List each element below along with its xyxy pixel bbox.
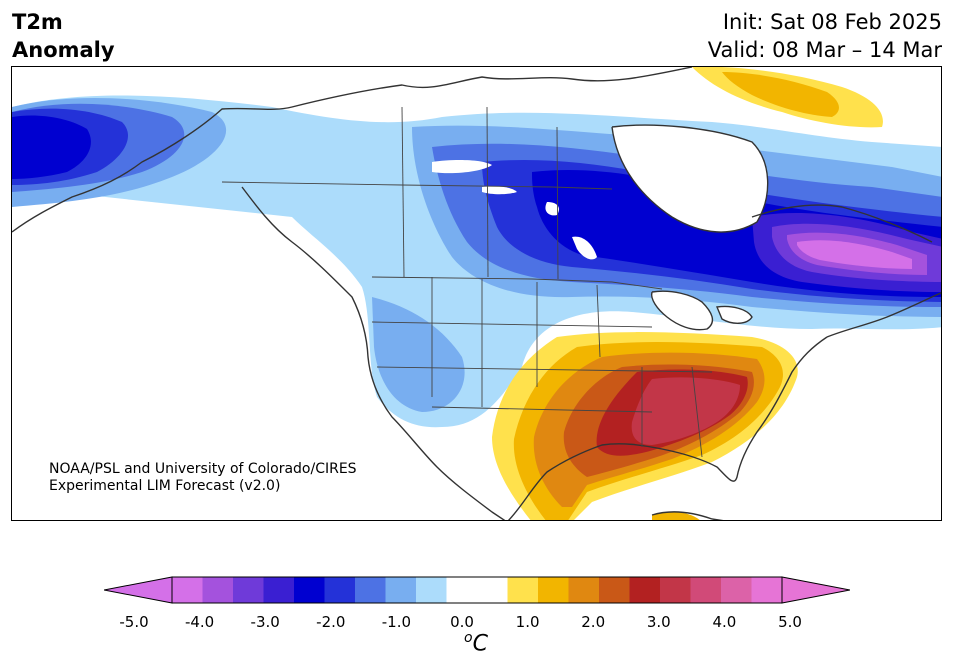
title-line-2: Anomaly xyxy=(12,38,115,62)
border xyxy=(431,406,653,413)
colorbar-segment xyxy=(324,577,356,603)
colorbar-segment xyxy=(355,577,386,603)
colorbar-segment xyxy=(538,577,569,603)
anomaly-map xyxy=(11,66,942,521)
lake-shape xyxy=(545,202,559,216)
credit-text: NOAA/PSL and University of Colorado/CIRE… xyxy=(49,461,357,495)
credit-line-2: Experimental LIM Forecast (v2.0) xyxy=(49,478,281,494)
title-line-1: T2m xyxy=(12,10,63,34)
colorbar-segment xyxy=(477,577,508,603)
anomaly-region-cuba-gold xyxy=(652,511,700,520)
border xyxy=(371,321,653,328)
valid-date: Valid: 08 Mar – 14 Mar xyxy=(707,38,942,62)
anomaly-region-navy xyxy=(12,115,91,179)
coastline xyxy=(507,336,828,520)
colorbar-segment xyxy=(446,577,478,603)
warm-anomaly-fills xyxy=(492,67,883,520)
colorbar-segment xyxy=(507,577,539,603)
coastline xyxy=(826,292,941,338)
colorbar-segment xyxy=(629,577,661,603)
colorbar-segment xyxy=(263,577,295,603)
colorbar-tick-label: -1.0 xyxy=(381,613,412,631)
colorbar-tick-label: -2.0 xyxy=(316,613,346,631)
colorbar-outline xyxy=(171,576,783,604)
hudson-bay xyxy=(612,125,768,233)
coastline xyxy=(716,305,753,324)
anomaly-region-gold-north xyxy=(722,72,839,117)
colorbar-tick-label: -3.0 xyxy=(250,613,280,631)
colorbar xyxy=(104,576,850,604)
border xyxy=(596,284,601,358)
map-svg xyxy=(12,67,941,520)
coastline xyxy=(241,186,506,520)
colorbar-segment xyxy=(721,577,752,603)
colorbar-segment xyxy=(660,577,691,603)
colorbar-tick-label: 4.0 xyxy=(712,613,737,631)
colorbar-under-triangle xyxy=(104,576,173,604)
cold-anomaly-fills xyxy=(12,95,941,428)
colorbar-tick-label: 3.0 xyxy=(646,613,671,631)
colorbar-tick-label: -4.0 xyxy=(184,613,215,631)
great-lakes xyxy=(651,291,713,330)
date-info: Init: Sat 08 Feb 2025 Valid: 08 Mar – 14… xyxy=(708,8,942,64)
border xyxy=(486,106,489,278)
border xyxy=(376,366,713,373)
colorbar-units: oC xyxy=(464,630,488,656)
anomaly-region-crimson xyxy=(631,377,740,445)
colorbar-segment xyxy=(416,577,447,603)
colorbar-tick-label: -5.0 xyxy=(119,613,149,631)
credit-line-1: NOAA/PSL and University of Colorado/CIRE… xyxy=(49,461,357,477)
political-borders xyxy=(221,106,713,458)
anomaly-region-mid-blue-west xyxy=(372,297,465,412)
units-celsius: C xyxy=(472,631,488,657)
colorbar-segment xyxy=(172,577,203,603)
lake-shape xyxy=(482,186,517,195)
colorbar-segment xyxy=(202,577,234,603)
colorbar-segment xyxy=(385,577,417,603)
units-degree: o xyxy=(464,630,473,646)
lake-shape xyxy=(572,236,597,260)
border xyxy=(556,126,559,280)
coastlines xyxy=(12,67,941,520)
colorbar-segment xyxy=(233,577,264,603)
colorbar-segment xyxy=(690,577,722,603)
anomaly-region-magenta xyxy=(797,240,912,269)
colorbar-over-triangle xyxy=(781,576,850,604)
colorbar-segments xyxy=(172,577,783,603)
coastline xyxy=(611,124,769,233)
colorbar-segment xyxy=(568,577,600,603)
coastline xyxy=(650,290,714,331)
colorbar-segment xyxy=(751,577,783,603)
colorbar-tick-label: 2.0 xyxy=(581,613,606,631)
map-title: T2m Anomaly xyxy=(12,8,115,64)
lake-shape xyxy=(432,160,492,174)
border xyxy=(371,276,663,290)
colorbar-segment xyxy=(294,577,325,603)
colorbar-tick-label: 0.0 xyxy=(450,613,474,631)
colorbar-segment xyxy=(599,577,630,603)
coastline xyxy=(751,204,933,243)
coastline xyxy=(651,511,724,520)
colorbar-tick-label: 1.0 xyxy=(515,613,540,631)
init-date: Init: Sat 08 Feb 2025 xyxy=(722,10,942,34)
border xyxy=(221,181,613,190)
colorbar-tick-label: 5.0 xyxy=(778,613,802,631)
coastline xyxy=(12,67,693,233)
border xyxy=(691,366,703,458)
border xyxy=(401,106,405,278)
